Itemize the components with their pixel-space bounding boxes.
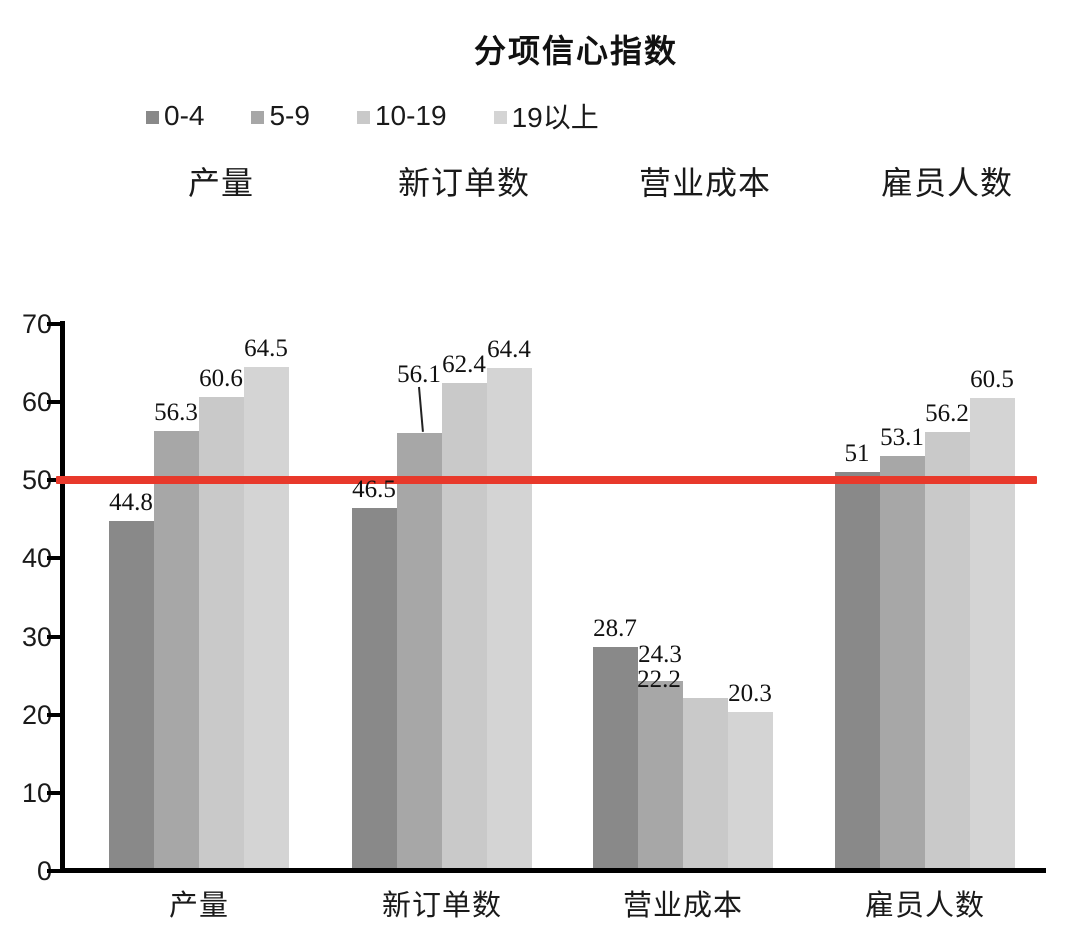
bar-value-label: 51 [844, 440, 870, 467]
bar [835, 472, 880, 871]
category-header-label: 营业成本 [638, 165, 771, 201]
bar [487, 368, 532, 871]
y-axis-tick-label: 70 [21, 309, 52, 339]
bar [199, 397, 244, 871]
bar-value-label: 44.8 [109, 489, 153, 516]
bar [593, 647, 638, 871]
legend-item: 0-4 [146, 100, 204, 132]
bar-value-label: 56.2 [925, 400, 969, 427]
category-header-label: 新订单数 [397, 165, 530, 201]
bar-value-label: 62.4 [442, 351, 486, 378]
legend-label: 10-19 [374, 100, 447, 131]
bar [244, 367, 289, 871]
bar [728, 712, 773, 871]
y-axis-tick [47, 322, 64, 326]
y-axis-tick-label: 60 [21, 387, 52, 417]
category-header-label: 产量 [187, 165, 254, 201]
legend-swatch [356, 111, 370, 124]
x-axis-category-label: 雇员人数 [864, 890, 985, 922]
bar [109, 521, 154, 871]
y-axis-tick [47, 635, 64, 639]
bar-value-label: 56.1 [397, 361, 441, 388]
legend-label: 19以上 [511, 102, 599, 133]
bar-value-label: 46.5 [352, 476, 396, 503]
y-axis-tick [47, 791, 64, 795]
bar-value-label: 20.3 [728, 680, 772, 707]
bar [352, 508, 397, 871]
legend-swatch [146, 111, 159, 124]
legend-item: 10-19 [356, 100, 447, 132]
bar-value-label: 28.7 [593, 615, 637, 642]
bar [154, 431, 199, 871]
y-axis-tick-label: 10 [21, 778, 52, 808]
bar-value-label: 64.5 [244, 335, 288, 362]
bar [442, 383, 487, 871]
y-axis-tick-label: 30 [21, 622, 52, 652]
bar [970, 398, 1015, 871]
y-axis-tick [47, 869, 64, 873]
bar [397, 433, 442, 871]
legend-label: 5-9 [269, 100, 310, 131]
x-axis-category-label: 新订单数 [381, 890, 502, 922]
bar [880, 456, 925, 871]
bar-value-label: 64.4 [487, 336, 531, 363]
x-axis-category-label: 产量 [168, 890, 229, 922]
x-axis-category-label: 营业成本 [622, 890, 743, 922]
category-header-label: 雇员人数 [880, 165, 1013, 201]
bar [638, 681, 683, 871]
x-axis [60, 868, 1046, 873]
leader-line [418, 386, 424, 432]
y-axis-tick-label: 0 [36, 856, 52, 886]
legend-label: 0-4 [164, 100, 205, 131]
bar [683, 698, 728, 871]
legend-swatch [493, 111, 507, 124]
y-axis-tick-label: 40 [21, 543, 52, 573]
bar-value-label: 56.3 [154, 399, 198, 426]
reference-line [56, 476, 1037, 484]
legend-item: 5-9 [251, 100, 310, 132]
y-axis-tick-label: 20 [21, 700, 52, 730]
legend-item: 19以上 [493, 96, 599, 136]
chart-title: 分项信心指数 [473, 33, 678, 69]
y-axis-tick [47, 400, 64, 404]
bar [925, 432, 970, 871]
y-axis-tick [47, 713, 64, 717]
bar-value-label: 24.3 [638, 641, 682, 668]
y-axis-tick [47, 556, 64, 560]
legend: 0-4 5-9 10-19 19以上 [146, 98, 599, 134]
bar-value-label: 53.1 [880, 424, 924, 451]
y-axis-tick-label: 50 [21, 465, 52, 495]
bar-value-label: 60.6 [199, 365, 243, 392]
y-axis [60, 321, 65, 873]
y-axis-tick [47, 478, 64, 482]
bar-value-label: 60.5 [970, 366, 1014, 393]
bar-value-label: 22.2 [637, 666, 681, 693]
legend-swatch [251, 111, 265, 124]
